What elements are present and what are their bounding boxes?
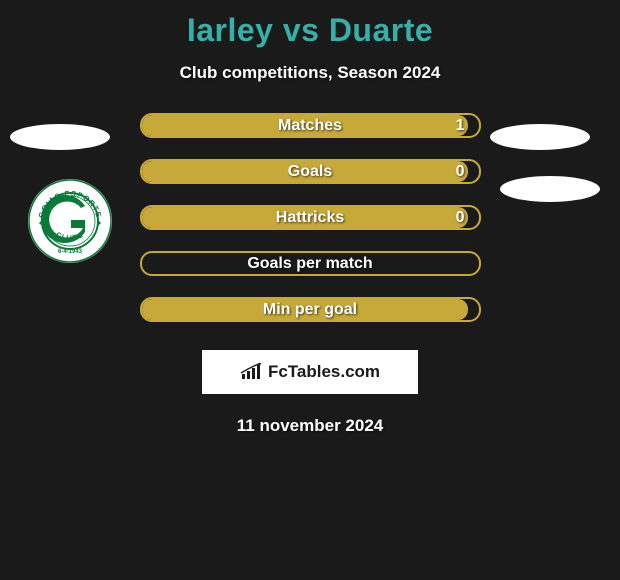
brand-text: FcTables.com [268,362,380,382]
club-badge-left: GOIAS ESPORTE CLUBE 6-4-1943 [27,178,113,264]
chart-icon [240,363,262,381]
stat-label: Matches [278,117,342,135]
stat-row-goals-per-match: Goals per match [140,251,481,276]
stat-row-goals: Goals 0 [140,159,481,184]
player-left-placeholder [10,124,110,150]
stat-label: Min per goal [263,301,357,319]
comparison-title: Iarley vs Duarte [0,0,620,49]
stat-row-matches: Matches 1 [140,113,481,138]
svg-text:6-4-1943: 6-4-1943 [58,249,83,255]
player-right-placeholder [490,124,590,150]
club-right-placeholder [500,176,600,202]
stat-label: Goals per match [247,255,372,273]
stat-label: Goals [288,163,332,181]
stat-row-hattricks: Hattricks 0 [140,205,481,230]
comparison-subtitle: Club competitions, Season 2024 [0,63,620,83]
stat-label: Hattricks [276,209,344,227]
club-badge-icon: GOIAS ESPORTE CLUBE 6-4-1943 [27,178,113,264]
stat-value-right: 1 [456,117,465,135]
stat-value-right: 0 [456,163,465,181]
branding-box: FcTables.com [202,350,418,394]
stat-row-min-per-goal: Min per goal [140,297,481,322]
stat-value-right: 0 [456,209,465,227]
date-text: 11 november 2024 [0,416,620,436]
